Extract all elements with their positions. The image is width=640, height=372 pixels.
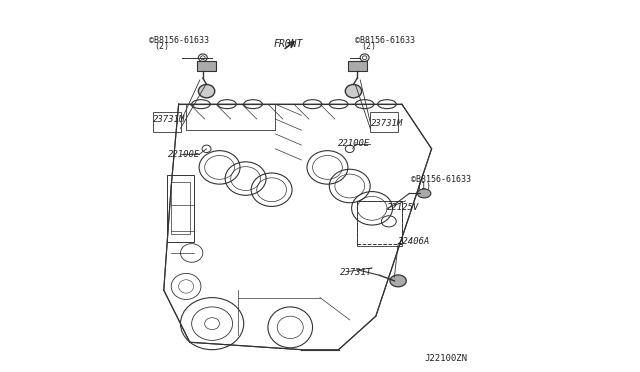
Text: FRONT: FRONT <box>273 38 303 48</box>
Ellipse shape <box>390 275 406 287</box>
Text: 23731M: 23731M <box>154 115 186 124</box>
Bar <box>348 61 367 71</box>
Ellipse shape <box>417 189 431 198</box>
Text: 22100E: 22100E <box>338 139 370 148</box>
Text: 22406A: 22406A <box>398 237 430 246</box>
Bar <box>370 112 398 132</box>
Bar <box>357 201 402 246</box>
Bar <box>197 61 216 71</box>
Text: 23731T: 23731T <box>340 267 372 276</box>
Text: (2): (2) <box>361 42 376 51</box>
Bar <box>172 182 190 234</box>
Bar <box>357 201 402 244</box>
Bar <box>152 112 180 132</box>
Text: 22125V: 22125V <box>387 203 419 212</box>
Text: ©B8156-61633: ©B8156-61633 <box>355 36 415 45</box>
Text: (1): (1) <box>417 182 432 190</box>
Text: 23731M: 23731M <box>371 119 404 128</box>
Text: ©B8156-61633: ©B8156-61633 <box>149 36 209 45</box>
Ellipse shape <box>198 84 215 98</box>
Text: ©B8156-61633: ©B8156-61633 <box>411 175 471 184</box>
Text: (2): (2) <box>154 42 170 51</box>
Text: 22100E: 22100E <box>168 150 200 159</box>
Ellipse shape <box>346 84 362 98</box>
Bar <box>168 175 193 242</box>
Text: J22100ZN: J22100ZN <box>424 354 467 363</box>
